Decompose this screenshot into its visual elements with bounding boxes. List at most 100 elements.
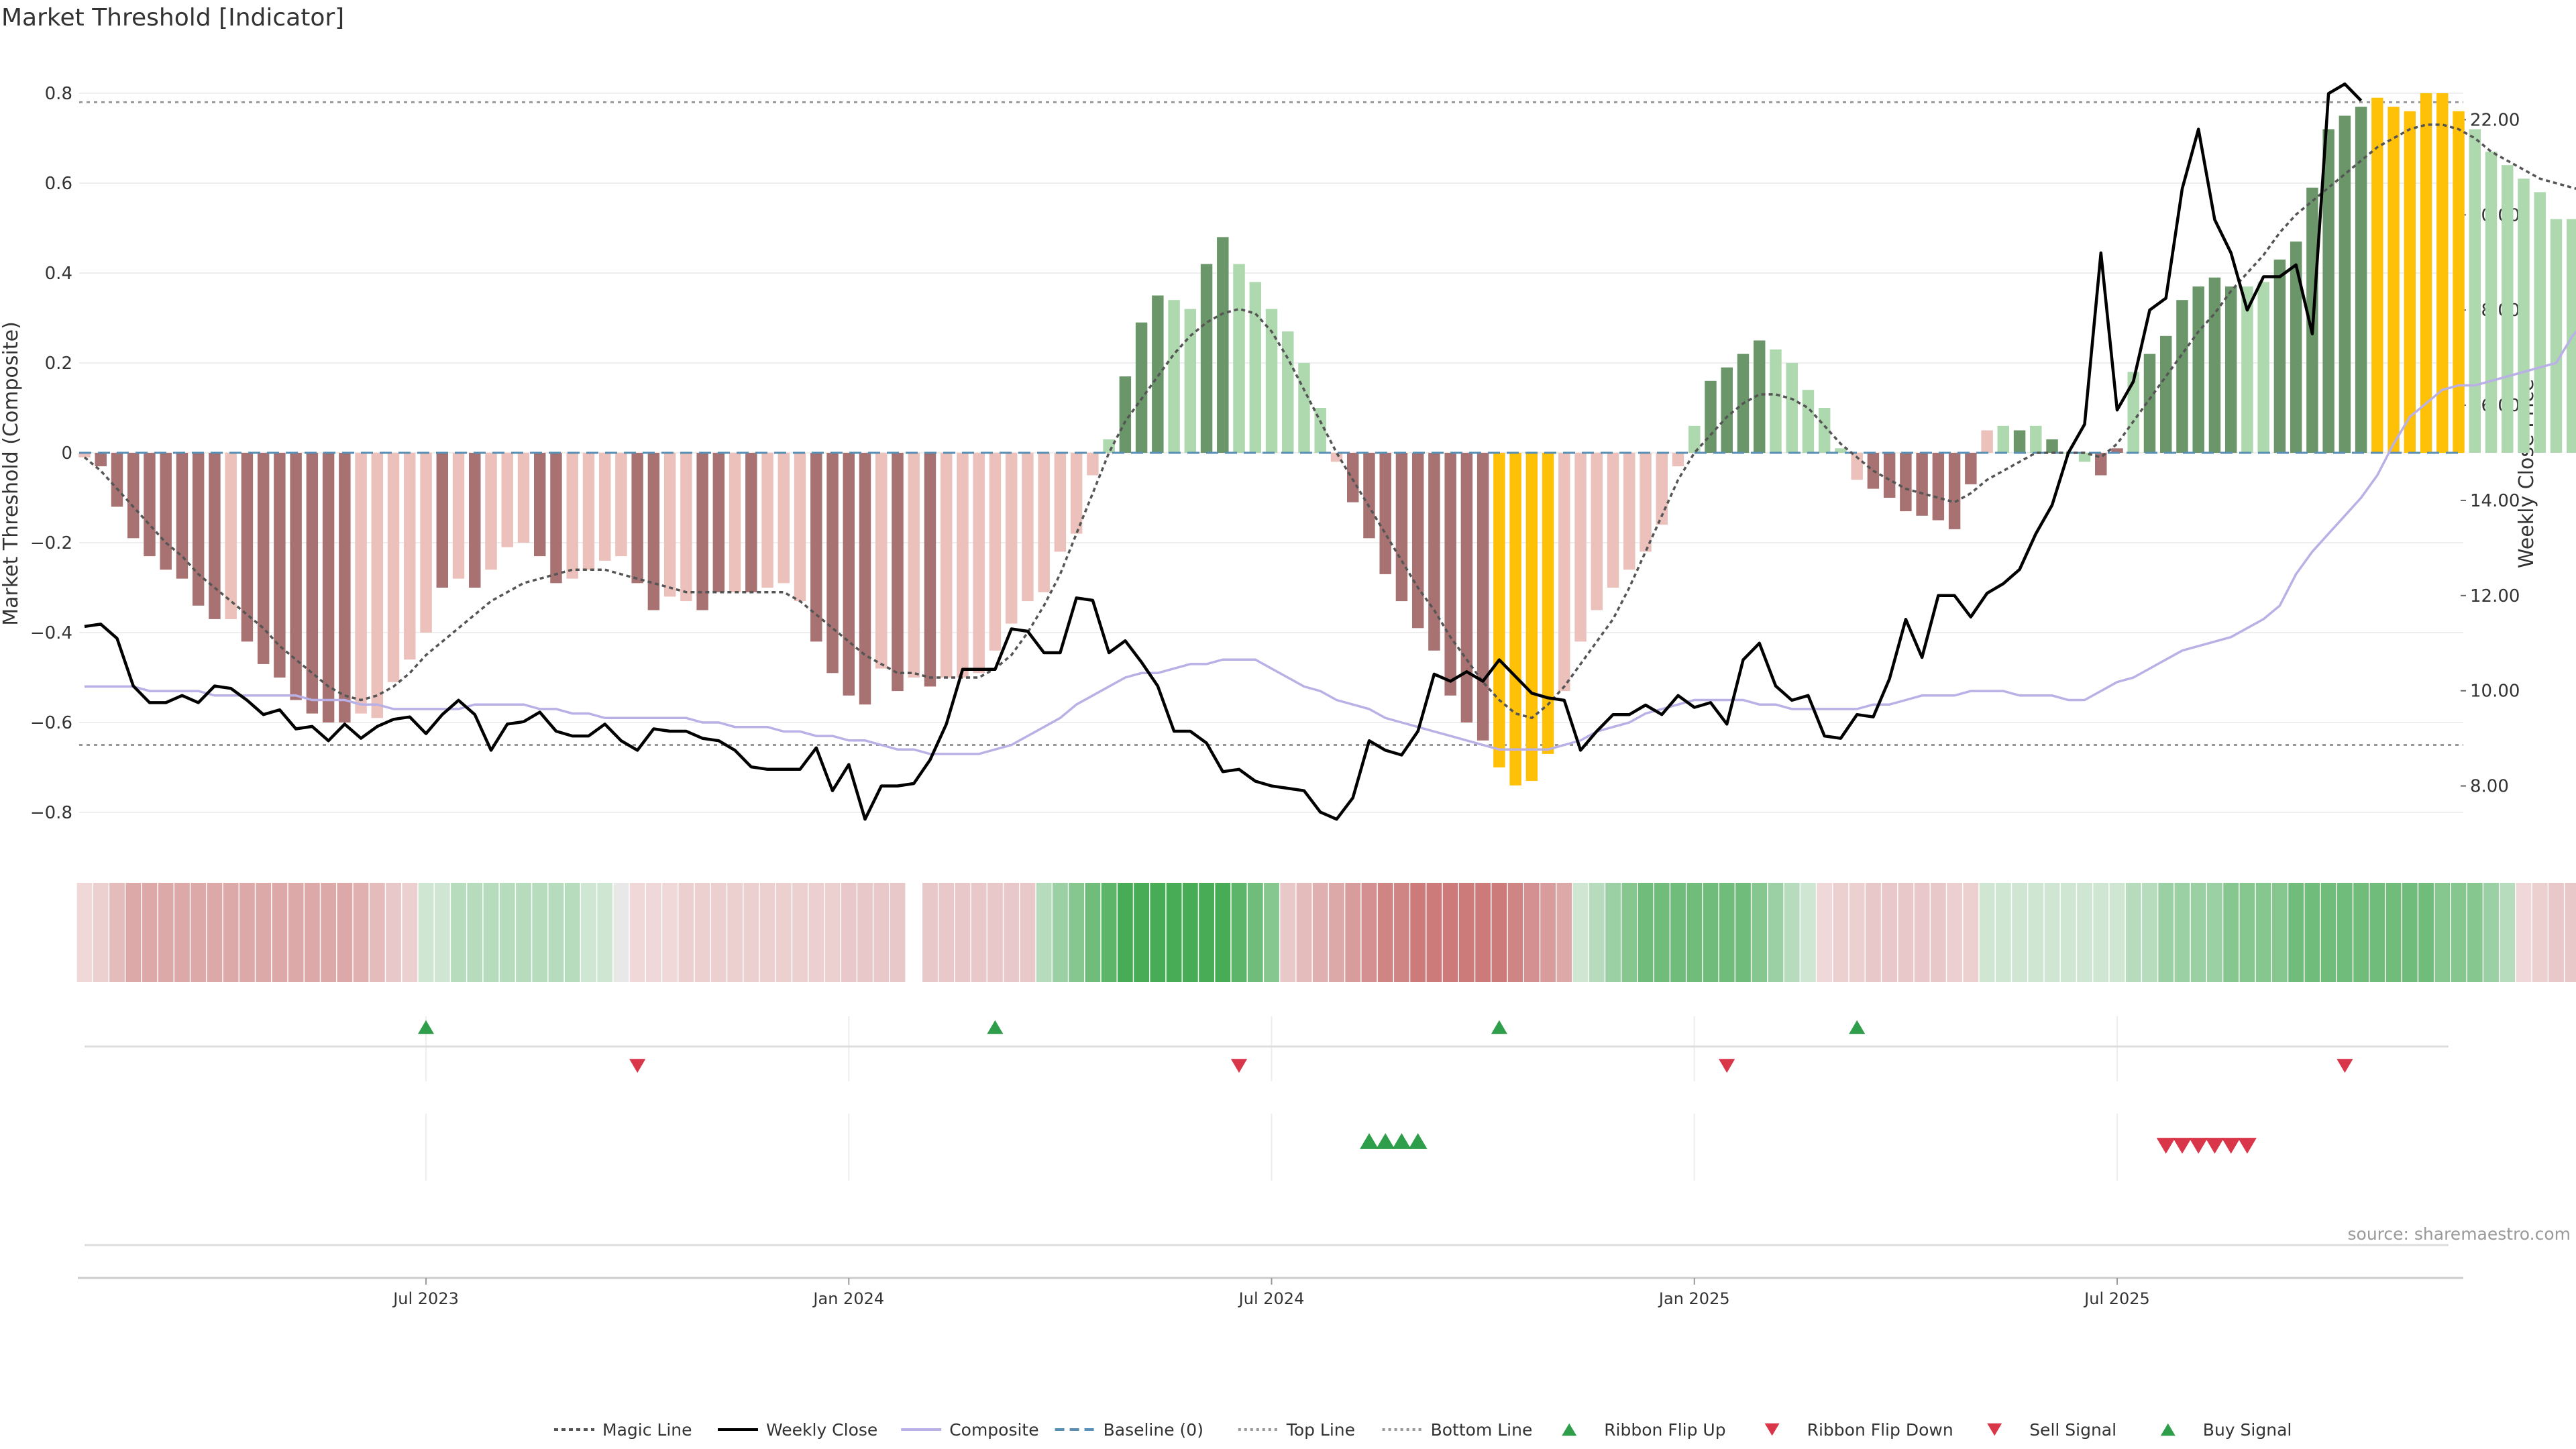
composite-bar: [1054, 453, 1067, 552]
ribbon-cell: [223, 883, 239, 982]
ribbon-cell: [1817, 883, 1833, 982]
composite-bar: [582, 453, 595, 570]
composite-bar: [501, 453, 513, 547]
ribbon-cell: [2028, 883, 2044, 982]
composite-bar: [2502, 165, 2514, 453]
ribbon-cell: [1898, 883, 1914, 982]
ribbon-flip-up-marker: [418, 1020, 434, 1034]
source-credit: source: sharemaestro.com: [2348, 1224, 2571, 1244]
ribbon-cell: [2142, 883, 2157, 982]
composite-bar: [1135, 322, 1148, 453]
composite-bar: [1753, 340, 1766, 453]
ribbon-cell: [451, 883, 466, 982]
composite-bar: [647, 453, 660, 610]
composite-bar: [209, 453, 221, 619]
main-panel: 0.80.60.40.20−0.2−0.4−0.6−0.822.0020.001…: [30, 82, 2576, 823]
composite-bar: [404, 453, 416, 660]
composite-bar: [1184, 309, 1197, 453]
ribbon-cell: [1621, 883, 1638, 982]
composite-bar: [2095, 453, 2107, 476]
ribbon-cell: [158, 883, 174, 982]
ribbon-cell: [710, 883, 727, 982]
composite-bar: [371, 453, 384, 718]
ribbon-flip-down-marker: [1231, 1059, 1247, 1073]
composite-bar: [2078, 453, 2091, 462]
composite-bar: [533, 453, 546, 557]
ribbon-cell: [678, 883, 694, 982]
left-tick-label: 0.4: [45, 264, 72, 284]
legend-label: Ribbon Flip Up: [1604, 1420, 1725, 1440]
ribbon-cell: [1963, 883, 1979, 982]
ribbon-cell: [646, 883, 661, 982]
composite-bar: [2111, 448, 2123, 453]
composite-bar: [2224, 286, 2237, 453]
ribbon-cell: [922, 883, 938, 982]
ribbon-cell: [1377, 883, 1393, 982]
ribbon-cell: [1995, 883, 2011, 982]
ribbon-cell: [1459, 883, 1474, 982]
composite-bar: [485, 453, 497, 570]
ribbon-cell: [2093, 883, 2109, 982]
composite-bar: [777, 453, 790, 584]
ribbon-cell: [239, 883, 255, 982]
ribbon-cell: [2369, 883, 2385, 982]
ribbon-cell: [548, 883, 564, 982]
ribbon-cell: [1540, 883, 1556, 982]
ribbon-cell: [174, 883, 190, 982]
ribbon-cell: [142, 883, 158, 982]
x-tick-label: Jul 2025: [2083, 1289, 2150, 1308]
composite-bar: [729, 453, 741, 592]
ribbon-cell: [434, 883, 450, 982]
ribbon-cell: [2239, 883, 2255, 982]
composite-bar: [469, 453, 481, 588]
composite-bar: [452, 453, 465, 579]
composite-bar: [2176, 300, 2188, 453]
left-tick-label: 0: [61, 443, 72, 464]
composite-bar: [1005, 453, 1018, 624]
ribbon-cell: [2385, 883, 2402, 982]
ribbon-cell: [1719, 883, 1735, 982]
ribbon-cell: [1199, 883, 1214, 982]
composite-bar: [1948, 453, 1961, 529]
composite-bar: [875, 453, 888, 669]
ribbon-cell: [1523, 883, 1540, 982]
composite-bar: [989, 453, 1002, 651]
composite-bar: [826, 453, 839, 674]
ribbon-cell: [467, 883, 483, 982]
composite-bar: [859, 453, 871, 705]
composite-bar: [1395, 453, 1408, 602]
composite-bar: [1542, 453, 1554, 754]
ribbon-cell: [2288, 883, 2304, 982]
legend-label: Buy Signal: [2203, 1420, 2292, 1440]
ribbon-cell: [109, 883, 125, 982]
composite-bar: [95, 453, 107, 467]
composite-bar: [2290, 241, 2302, 453]
ribbon-cell: [1117, 883, 1133, 982]
ribbon-cell: [272, 883, 288, 982]
ribbon-flip-up-marker: [1491, 1020, 1507, 1034]
ribbon-cell: [1020, 883, 1036, 982]
composite-bar: [1525, 453, 1538, 782]
sell-signal-marker: [2156, 1138, 2176, 1154]
composite-bar: [1721, 367, 1733, 453]
ribbon-cell: [1150, 883, 1166, 982]
ribbon-cell: [483, 883, 499, 982]
ribbon-cell: [1670, 883, 1686, 982]
right-tick-label: 14.00: [2470, 491, 2520, 511]
composite-bar: [1770, 349, 1782, 453]
ribbon-cell: [2207, 883, 2222, 982]
composite-bar: [2030, 425, 2042, 453]
ribbon-cell: [1101, 883, 1117, 982]
ribbon-cell: [629, 883, 645, 982]
composite-bar: [908, 453, 920, 678]
ribbon-cell: [662, 883, 678, 982]
ribbon-cell: [1638, 883, 1654, 982]
ribbon-cell: [1166, 883, 1182, 982]
ribbon-cell: [1264, 883, 1279, 982]
composite-bar: [696, 453, 708, 610]
sell-signal-marker: [2221, 1138, 2241, 1154]
ribbon-cell: [613, 883, 629, 982]
composite-bar: [517, 453, 530, 543]
